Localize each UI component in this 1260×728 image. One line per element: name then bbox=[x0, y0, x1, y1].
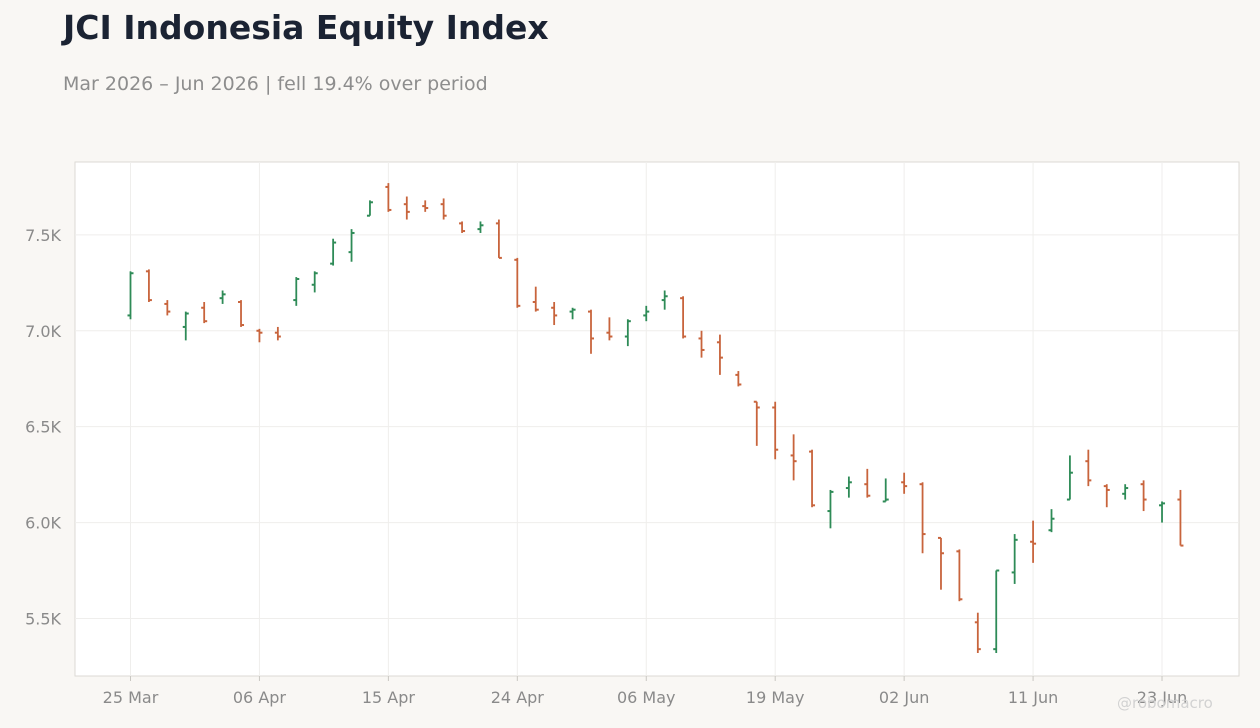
ohlc-bar bbox=[827, 489, 834, 529]
ohlc-bar bbox=[219, 290, 226, 304]
ohlc-bar bbox=[145, 269, 152, 303]
ohlc-bar bbox=[716, 334, 723, 375]
grid-lines bbox=[75, 162, 1239, 676]
x-tick-label: 06 Apr bbox=[233, 688, 287, 707]
ohlc-bar bbox=[532, 286, 539, 312]
watermark: @robomacro bbox=[1117, 694, 1213, 712]
ohlc-bar bbox=[643, 305, 650, 322]
ohlc-bar bbox=[809, 449, 816, 508]
ohlc-bar bbox=[459, 221, 466, 233]
ohlc-bar bbox=[698, 330, 705, 358]
ohlc-bar bbox=[624, 319, 631, 347]
ohlc-bar bbox=[790, 434, 797, 481]
ohlc-bar bbox=[366, 200, 373, 217]
ohlc-bar bbox=[845, 476, 852, 498]
ohlc-bar bbox=[901, 472, 908, 494]
y-tick-label: 7.0K bbox=[25, 322, 61, 341]
ohlc-bar bbox=[1159, 501, 1166, 523]
ohlc-bar bbox=[1030, 520, 1037, 563]
ohlc-bar bbox=[937, 536, 944, 590]
x-tick-label: 23 Jun bbox=[1137, 688, 1187, 707]
ohlc-bar bbox=[606, 317, 613, 341]
chart-subtitle: Mar 2026 – Jun 2026 | fell 19.4% over pe… bbox=[63, 73, 488, 95]
y-tick-label: 6.5K bbox=[25, 418, 61, 437]
ohlc-bar bbox=[956, 549, 963, 602]
ohlc-bar bbox=[993, 569, 1000, 653]
x-tick-label: 11 Jun bbox=[1008, 688, 1058, 707]
ohlc-bar bbox=[440, 198, 447, 220]
ohlc-bar bbox=[864, 468, 871, 498]
x-tick-label: 19 May bbox=[746, 688, 805, 707]
ohlc-bars bbox=[127, 183, 1184, 653]
ohlc-bar bbox=[403, 196, 410, 220]
ohlc-bar bbox=[311, 271, 318, 293]
chart-title: JCI Indonesia Equity Index bbox=[63, 8, 549, 47]
ohlc-bar bbox=[1066, 455, 1073, 501]
ohlc-bar bbox=[588, 309, 594, 354]
x-tick-label: 15 Apr bbox=[362, 688, 416, 707]
ohlc-bar bbox=[772, 401, 779, 460]
ohlc-bar bbox=[753, 400, 760, 446]
y-tick-label: 6.0K bbox=[25, 514, 61, 533]
x-tick-label: 02 Jun bbox=[879, 688, 929, 707]
ohlc-bar bbox=[164, 300, 171, 316]
ohlc-bar bbox=[422, 200, 429, 212]
ohlc-bar bbox=[274, 326, 281, 341]
ohlc-bar bbox=[1140, 480, 1147, 512]
ohlc-bar bbox=[735, 371, 742, 387]
ohlc-bar bbox=[477, 221, 484, 233]
ohlc-bar bbox=[1122, 484, 1129, 500]
ohlc-bar bbox=[348, 229, 355, 262]
x-tick-label: 25 Mar bbox=[103, 688, 159, 707]
ohlc-bar bbox=[385, 183, 392, 212]
y-tick-label: 5.5K bbox=[25, 609, 61, 628]
ohlc-bar bbox=[661, 290, 668, 310]
y-axis: 5.5K 6.0K 6.5K 7.0K 7.5K bbox=[25, 226, 61, 629]
ohlc-bar bbox=[495, 219, 502, 259]
ohlc-bar bbox=[551, 302, 558, 326]
ohlc-bar bbox=[974, 612, 981, 653]
ohlc-bar bbox=[919, 482, 926, 554]
ohlc-bar bbox=[882, 478, 889, 503]
x-tick-label: 06 May bbox=[617, 688, 676, 707]
ohlc-bar bbox=[182, 311, 189, 341]
x-axis: 25 Mar 06 Apr 15 Apr 24 Apr 06 May 19 May 02 J… bbox=[103, 676, 1187, 707]
ohlc-bar bbox=[1103, 484, 1110, 508]
ohlc-bar bbox=[238, 300, 245, 327]
plot-area bbox=[74, 161, 1240, 677]
ohlc-bar bbox=[1048, 509, 1055, 533]
ohlc-bar bbox=[330, 238, 337, 266]
ohlc-bar bbox=[1085, 449, 1092, 487]
ohlc-bar bbox=[201, 302, 208, 324]
ohlc-bar bbox=[1011, 534, 1018, 584]
ohlc-bar bbox=[127, 271, 134, 320]
ohlc-bar bbox=[514, 257, 521, 308]
ohlc-bar bbox=[680, 296, 687, 339]
ohlc-bar bbox=[293, 277, 300, 306]
y-tick-label: 7.5K bbox=[25, 226, 61, 245]
x-tick-label: 24 Apr bbox=[491, 688, 545, 707]
ohlc-bar bbox=[256, 328, 263, 343]
ohlc-bar bbox=[1177, 489, 1184, 547]
ohlc-bar bbox=[569, 307, 576, 320]
